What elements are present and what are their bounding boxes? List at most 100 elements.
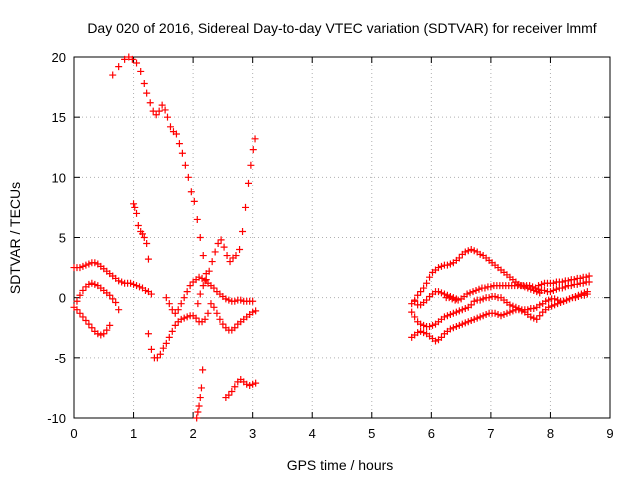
data-point (585, 272, 593, 280)
data-point (180, 314, 188, 322)
data-point (133, 209, 141, 217)
data-point (546, 288, 554, 296)
y-tick-label: 10 (52, 170, 66, 185)
data-series (70, 53, 593, 422)
x-tick-label: 3 (249, 426, 256, 441)
data-point (583, 288, 591, 296)
data-point (574, 291, 582, 299)
data-point (476, 296, 484, 304)
series-track-d (70, 259, 155, 298)
data-point (446, 325, 454, 333)
data-point (560, 297, 568, 305)
data-point (458, 320, 466, 328)
data-point (446, 311, 454, 319)
data-point (210, 303, 218, 311)
data-point (109, 71, 117, 79)
data-point (577, 290, 585, 298)
data-point (487, 283, 495, 291)
data-point (440, 290, 448, 298)
data-point (186, 282, 194, 290)
data-point (82, 317, 90, 325)
data-point (446, 292, 454, 300)
data-point (443, 312, 451, 320)
data-point (178, 149, 186, 157)
data-point (434, 288, 442, 296)
data-point (551, 295, 559, 303)
data-point (174, 306, 182, 314)
data-point (411, 313, 419, 321)
data-point (449, 324, 457, 332)
data-point (199, 282, 207, 290)
series-track-p (408, 288, 591, 345)
data-point (73, 297, 81, 305)
x-tick-label: 5 (368, 426, 375, 441)
data-point (417, 327, 425, 335)
chart-title: Day 020 of 2016, Sidereal Day-to-day VTE… (87, 20, 596, 36)
data-point (196, 290, 204, 298)
data-point (171, 309, 179, 317)
data-point (538, 280, 546, 288)
data-point (193, 414, 201, 422)
data-point (437, 262, 445, 270)
data-point (162, 294, 170, 302)
data-point (545, 303, 553, 311)
y-tick-label: 15 (52, 110, 66, 125)
data-point (580, 289, 588, 297)
data-point (529, 283, 537, 291)
data-point (464, 247, 472, 255)
data-point (79, 313, 87, 321)
x-tick-label: 9 (606, 426, 613, 441)
data-point (180, 294, 188, 302)
data-point (251, 135, 259, 143)
x-tick-label: 7 (487, 426, 494, 441)
data-point (408, 308, 416, 316)
data-point (183, 313, 191, 321)
data-point (551, 301, 559, 309)
data-point (417, 288, 425, 296)
data-point (155, 107, 163, 115)
data-point (130, 200, 138, 208)
data-point (437, 333, 445, 341)
data-point (573, 280, 581, 288)
series-track-f (70, 303, 114, 339)
data-point (76, 291, 84, 299)
data-point (181, 161, 189, 169)
data-point (509, 307, 517, 315)
data-point (205, 267, 213, 275)
data-point (194, 408, 202, 416)
data-point (165, 333, 173, 341)
data-point (231, 383, 239, 391)
data-point (228, 388, 236, 396)
data-point (466, 289, 474, 297)
data-point (249, 146, 257, 154)
data-point (193, 215, 201, 223)
y-tick-label: 5 (59, 231, 66, 246)
y-tick-label: 20 (52, 50, 66, 65)
data-point (231, 297, 239, 305)
data-point (530, 314, 538, 322)
data-point (443, 261, 451, 269)
data-point (207, 300, 215, 308)
data-point (561, 283, 569, 291)
data-point (455, 321, 463, 329)
x-tick-label: 2 (189, 426, 196, 441)
data-point (470, 297, 478, 305)
data-point (195, 402, 203, 410)
data-point (518, 307, 526, 315)
data-point (566, 295, 574, 303)
data-point (244, 179, 252, 187)
data-point (231, 324, 239, 332)
data-point (141, 286, 149, 294)
data-point (103, 326, 111, 334)
data-point (131, 203, 139, 211)
data-point (196, 234, 204, 241)
data-point (225, 391, 233, 399)
data-point (232, 252, 240, 260)
data-point (249, 297, 257, 305)
data-point (458, 306, 466, 314)
data-point (197, 384, 205, 392)
data-point (133, 282, 141, 290)
data-point (164, 113, 172, 121)
data-point (194, 300, 202, 308)
